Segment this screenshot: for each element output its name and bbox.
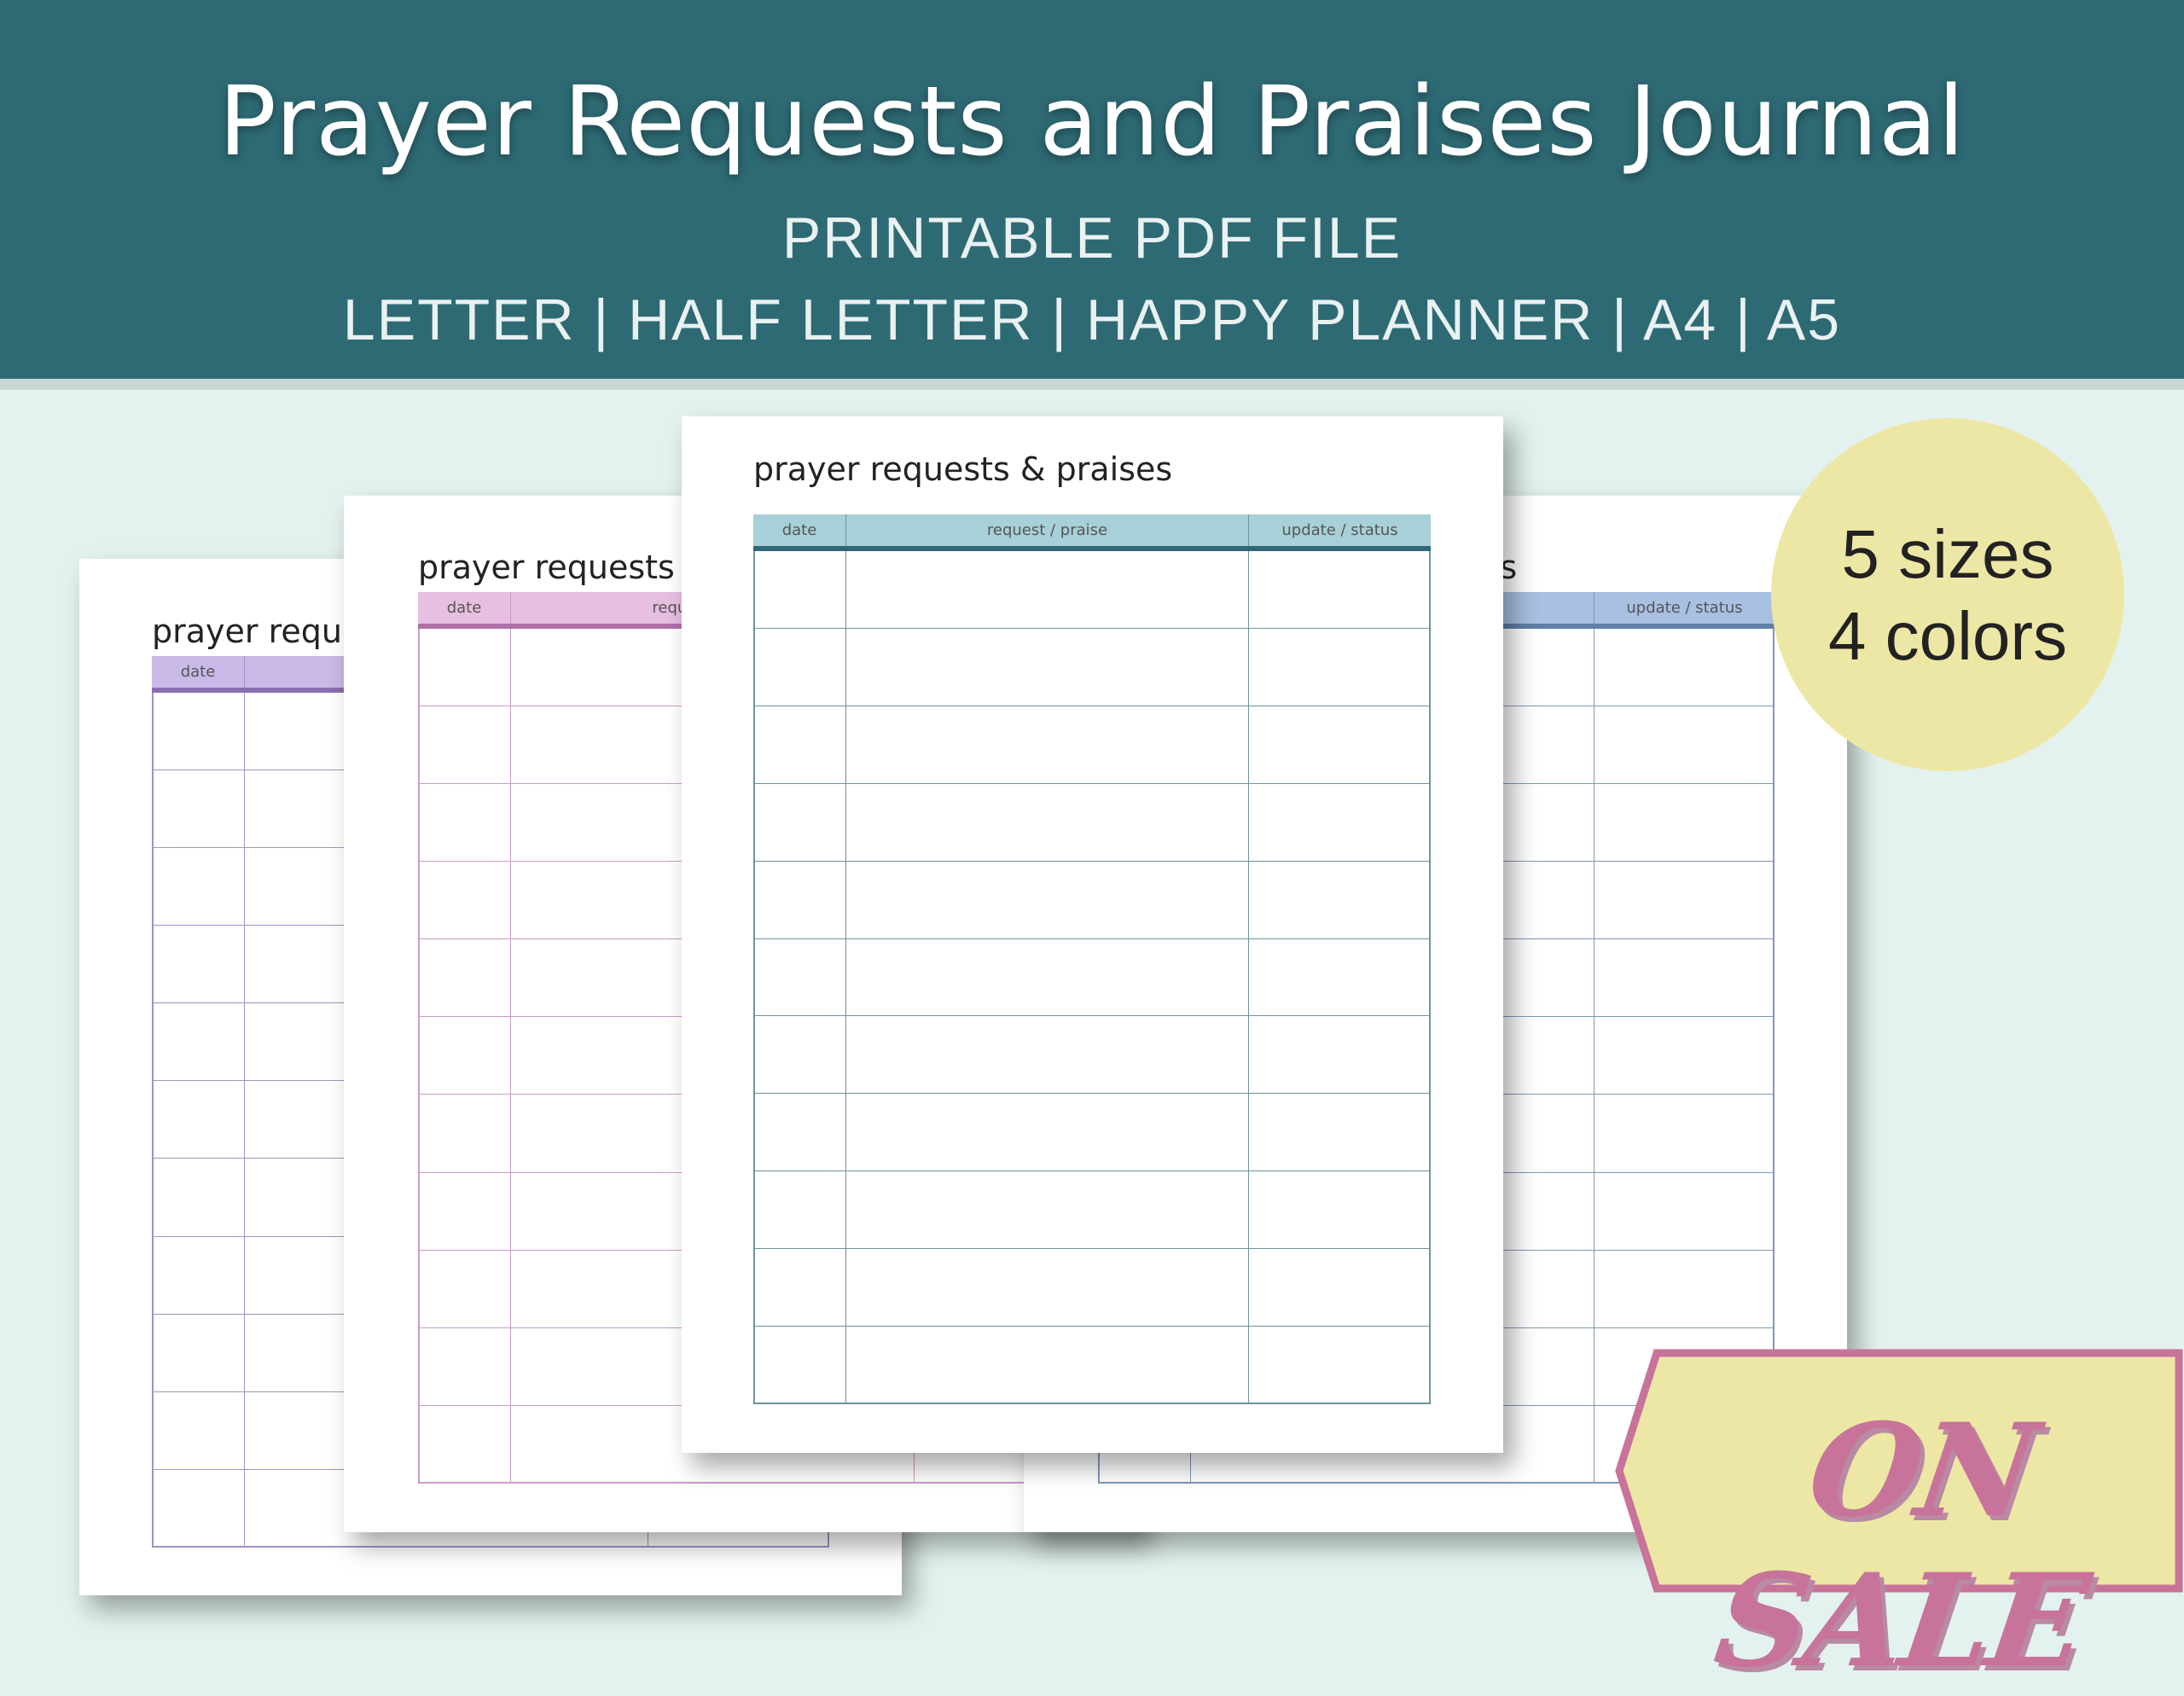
column-divider xyxy=(845,861,846,938)
header-divider xyxy=(0,379,2184,390)
column-divider xyxy=(845,1171,846,1249)
column-divider xyxy=(1248,861,1249,938)
table-row xyxy=(755,706,1429,784)
column-divider xyxy=(244,1314,245,1391)
column-divider xyxy=(845,783,846,861)
header-banner xyxy=(0,0,2184,379)
page-title: Prayer Requests and Praises Journal xyxy=(218,67,1966,177)
column-divider xyxy=(1248,1249,1249,1327)
sizes-colors-badge: 5 sizes 4 colors xyxy=(1771,418,2124,771)
table-row xyxy=(755,628,1429,706)
column-divider xyxy=(244,1003,245,1081)
header-rule xyxy=(753,546,1431,551)
column-divider xyxy=(510,862,511,939)
column-divider xyxy=(1248,1016,1249,1094)
column-divider xyxy=(1248,1327,1249,1404)
column-divider xyxy=(244,770,245,848)
table-row xyxy=(755,783,1429,862)
column-divider xyxy=(845,1094,846,1171)
table-row xyxy=(755,551,1429,629)
on-sale-tag: ON SALE xyxy=(1612,1346,2184,1696)
column-divider xyxy=(510,1405,511,1484)
column-divider xyxy=(244,926,245,1003)
table-row xyxy=(755,1249,1429,1327)
column-divider xyxy=(244,848,245,926)
column-header: request / praise xyxy=(845,514,1248,546)
table-row xyxy=(755,1327,1429,1404)
sizes-line: LETTER | HALF LETTER | HAPPY PLANNER | A… xyxy=(342,288,1842,352)
sale-label: ON SALE xyxy=(1706,1396,2094,1696)
column-divider xyxy=(845,1249,846,1327)
badge-line-sizes: 5 sizes xyxy=(1841,516,2054,592)
column-divider xyxy=(845,551,846,628)
column-divider xyxy=(510,706,511,784)
table-row xyxy=(755,861,1429,939)
sale-tag-shape xyxy=(1615,1349,2183,1593)
column-divider xyxy=(1248,551,1249,628)
journal-page-teal: prayer requests & praises date request / p… xyxy=(682,416,1503,1453)
table-row xyxy=(755,938,1429,1017)
column-divider xyxy=(510,1250,511,1327)
column-divider xyxy=(510,1017,511,1095)
column-header: date xyxy=(446,599,482,617)
subtitle: PRINTABLE PDF FILE xyxy=(781,206,1403,270)
column-divider xyxy=(1248,938,1249,1016)
column-divider xyxy=(1248,783,1249,861)
column-divider xyxy=(510,1327,511,1405)
column-divider xyxy=(510,1095,511,1172)
table-body xyxy=(753,551,1431,1404)
column-divider xyxy=(845,628,846,706)
column-divider xyxy=(845,938,846,1016)
column-header: update / status xyxy=(1248,514,1431,546)
table-row xyxy=(755,1094,1429,1172)
column-divider xyxy=(244,693,245,770)
column-divider xyxy=(244,1159,245,1236)
badge-line-colors: 4 colors xyxy=(1827,598,2068,674)
column-divider xyxy=(1248,628,1249,706)
column-divider xyxy=(845,706,846,783)
table-row xyxy=(755,1016,1429,1095)
column-divider xyxy=(1248,706,1249,783)
column-divider xyxy=(244,1081,245,1159)
column-divider xyxy=(510,784,511,862)
column-divider xyxy=(845,1327,846,1404)
column-divider xyxy=(1248,1171,1249,1249)
table-row xyxy=(755,1171,1429,1250)
column-header: date xyxy=(781,521,817,539)
journal-page-title: prayer requests & praises xyxy=(753,450,1173,488)
column-divider xyxy=(244,1236,245,1314)
column-divider xyxy=(510,629,511,706)
column-divider xyxy=(845,1016,846,1094)
column-divider xyxy=(244,1391,245,1469)
column-header: update / status xyxy=(1594,592,1774,624)
column-divider xyxy=(244,1469,245,1548)
column-divider xyxy=(1248,1094,1249,1171)
column-header: date xyxy=(180,663,216,681)
column-divider xyxy=(510,1172,511,1250)
column-divider xyxy=(510,939,511,1017)
